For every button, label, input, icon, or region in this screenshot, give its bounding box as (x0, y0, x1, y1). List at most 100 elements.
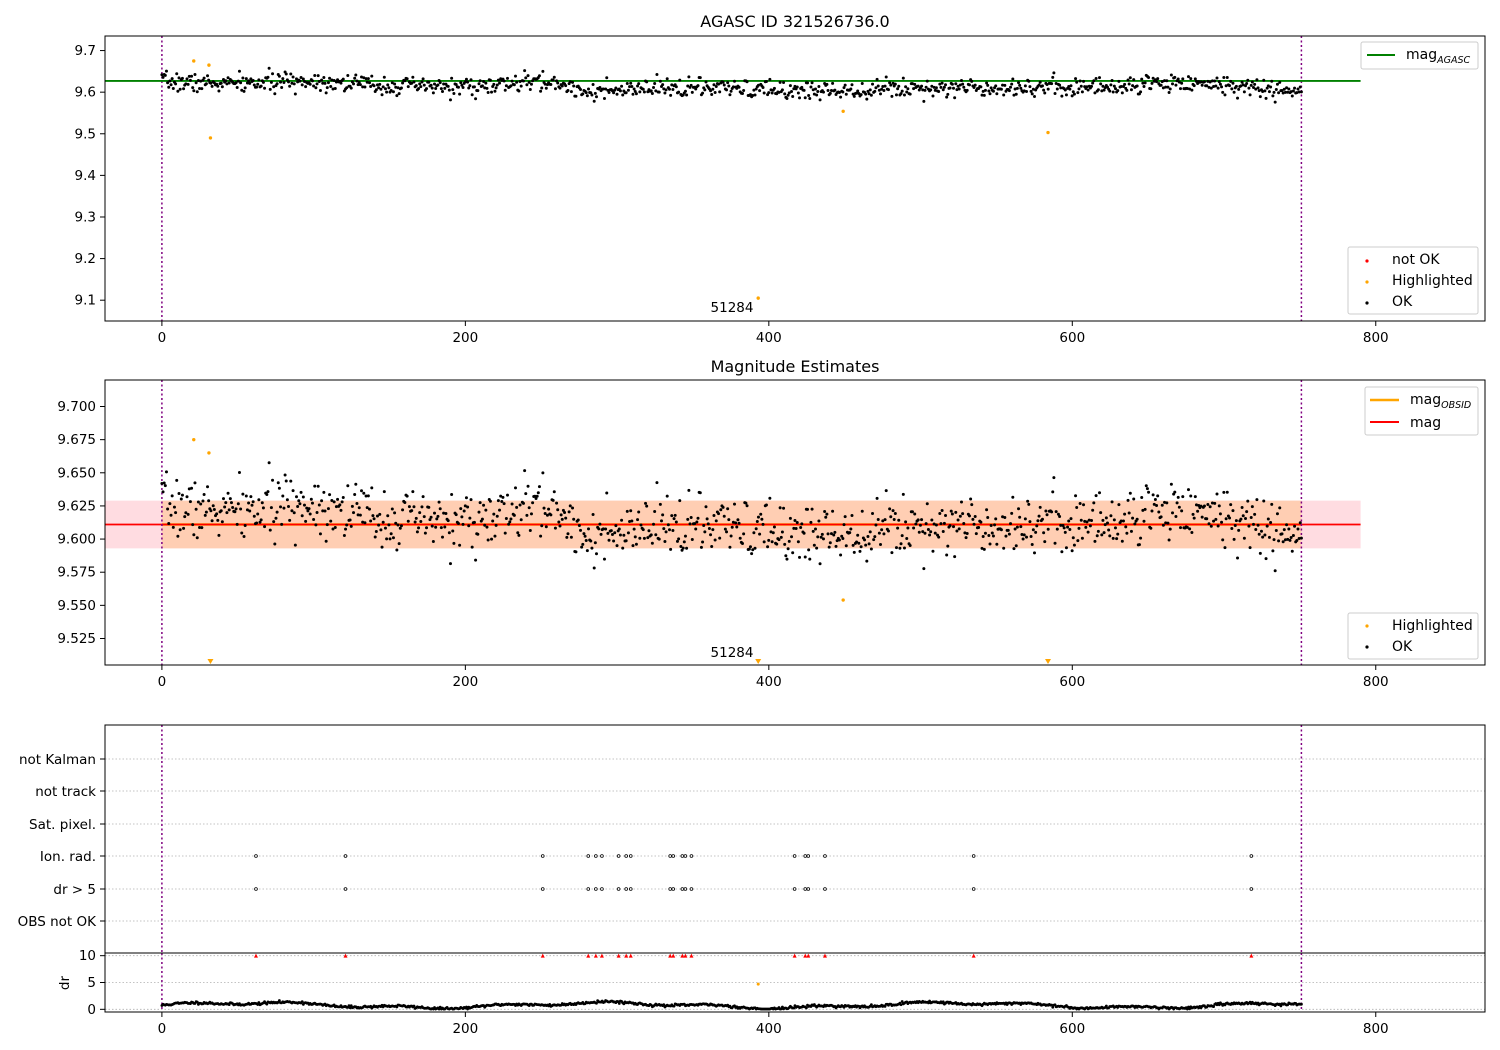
ok-point (1011, 495, 1015, 499)
ok-point (745, 504, 749, 508)
ok-point (366, 494, 370, 498)
ok-point (727, 84, 731, 88)
ok-point (216, 518, 220, 522)
ok-point (1282, 528, 1286, 532)
ok-point (290, 509, 294, 513)
ok-point (306, 509, 310, 513)
ok-point (783, 92, 787, 96)
ok-point (557, 520, 561, 524)
ok-point (1098, 76, 1102, 80)
ok-point (1225, 75, 1229, 79)
ok-point (195, 90, 199, 94)
dr-point (1212, 1005, 1215, 1008)
ok-point (324, 539, 328, 543)
ok-point (677, 537, 681, 541)
ok-point (900, 89, 904, 93)
flag-point (671, 887, 676, 891)
ok-point (294, 77, 298, 81)
ok-point (612, 91, 616, 95)
ok-point (686, 84, 690, 88)
legend2-ok-marker (1365, 645, 1369, 649)
ok-point (1026, 499, 1030, 503)
ok-point (1247, 524, 1251, 528)
ok-point (673, 513, 677, 517)
ok-point (394, 521, 398, 525)
ok-point (988, 542, 992, 546)
ok-point (182, 526, 186, 530)
ok-point (755, 519, 759, 523)
ok-point (654, 533, 658, 537)
ok-point (259, 518, 263, 522)
ok-point (353, 76, 357, 80)
off-scale-marker (755, 659, 762, 664)
ok-point (1156, 77, 1160, 81)
ok-point (260, 501, 264, 505)
ok-point (965, 88, 969, 92)
ok-point (1277, 539, 1281, 543)
x-tick-label: 200 (452, 674, 478, 690)
ok-point (1216, 524, 1220, 528)
ok-point (178, 528, 182, 532)
ok-point (760, 517, 764, 521)
ok-point (431, 91, 435, 95)
ok-point (1282, 87, 1286, 91)
ok-point (1241, 83, 1245, 87)
ok-point (542, 506, 546, 510)
ok-point (1151, 493, 1155, 497)
ok-point (1078, 502, 1082, 506)
ok-point (313, 74, 317, 78)
ok-point (1129, 88, 1133, 92)
ok-point (1161, 86, 1165, 90)
ok-point (488, 499, 492, 503)
ok-point (703, 530, 707, 534)
ok-point (1006, 528, 1010, 532)
highlighted-point (208, 136, 213, 140)
ok-point (410, 509, 414, 513)
ok-point (707, 526, 711, 530)
ok-point (1174, 83, 1178, 87)
ok-point (478, 501, 482, 505)
ok-point (399, 86, 403, 90)
ok-point (1046, 527, 1050, 531)
ok-point (1225, 490, 1229, 494)
ok-point (622, 533, 626, 537)
ok-point (991, 89, 995, 93)
ok-point (602, 96, 606, 100)
ok-point (1128, 491, 1132, 495)
ok-point (534, 497, 538, 501)
ok-point (451, 88, 455, 92)
ok-point (1077, 87, 1081, 91)
ok-point (925, 79, 929, 83)
ok-point (654, 89, 658, 93)
ok-point (908, 92, 912, 96)
flag-point (600, 887, 604, 891)
ok-point (411, 490, 415, 494)
ok-point (395, 548, 399, 552)
ok-point (1257, 532, 1261, 536)
ok-point (614, 86, 618, 90)
ok-point (1173, 75, 1177, 79)
ok-point (1100, 533, 1104, 537)
ok-point (610, 533, 614, 537)
ok-point (988, 92, 992, 96)
ok-point (406, 519, 410, 523)
ok-point (172, 505, 176, 509)
ok-point (593, 541, 597, 545)
dr-capped-marker (689, 953, 694, 958)
ok-point (461, 522, 465, 526)
ok-point (480, 84, 484, 88)
ok-point (1042, 88, 1046, 92)
ok-point (827, 545, 831, 549)
ok-point (525, 513, 529, 517)
flag-point (803, 854, 808, 858)
ok-point (828, 541, 832, 545)
ok-point (275, 82, 279, 86)
ok-point (899, 542, 903, 546)
ok-point (1230, 526, 1234, 530)
ok-point (985, 508, 989, 512)
ok-point (831, 81, 835, 85)
ok-point (1071, 536, 1075, 540)
ok-point (956, 84, 960, 88)
ok-point (660, 519, 664, 523)
ok-point (300, 83, 304, 87)
